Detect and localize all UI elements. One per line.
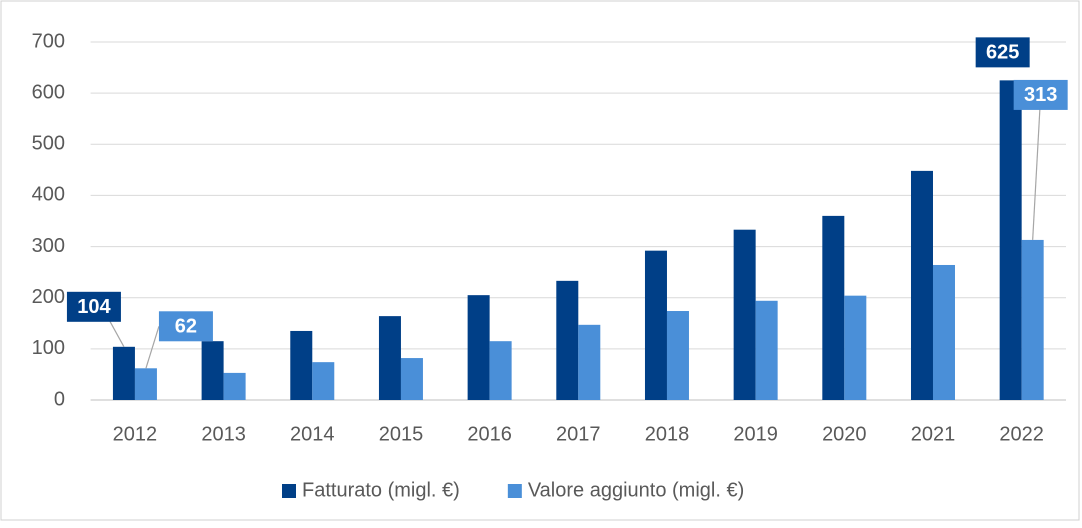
y-tick-label: 700 <box>32 30 65 52</box>
y-tick-label: 400 <box>32 184 65 206</box>
legend-swatch <box>282 484 296 498</box>
bar <box>489 341 512 400</box>
data-label: 625 <box>986 42 1019 64</box>
data-label: 104 <box>77 296 111 318</box>
bar <box>822 215 845 400</box>
data-label-box <box>66 291 121 322</box>
bar <box>290 330 313 400</box>
y-tick-label: 600 <box>32 81 65 103</box>
bar <box>312 362 335 400</box>
legend-swatch <box>507 484 522 498</box>
bar <box>201 341 224 400</box>
data-label-box <box>975 37 1030 68</box>
data-label: 313 <box>1024 84 1057 106</box>
data-label-box <box>1013 79 1068 110</box>
bar <box>223 372 246 400</box>
bar <box>467 295 490 400</box>
data-label-box <box>158 311 213 342</box>
x-tick-label: 2017 <box>556 423 601 445</box>
x-tick-label: 2012 <box>113 423 158 445</box>
bar <box>644 250 667 400</box>
x-tick-label: 2021 <box>911 423 956 445</box>
bar <box>378 316 401 400</box>
bar <box>134 368 157 400</box>
x-tick-label: 2013 <box>201 423 246 445</box>
y-tick-label: 100 <box>32 337 65 359</box>
x-tick-label: 2015 <box>379 423 424 445</box>
bar <box>556 280 579 400</box>
bar <box>578 324 601 400</box>
data-label: 62 <box>175 316 197 338</box>
x-tick-label: 2022 <box>999 423 1044 445</box>
leader-line <box>145 326 160 369</box>
legend-label: Fatturato (migl. €) <box>302 479 460 501</box>
y-tick-label: 300 <box>32 235 65 257</box>
bar <box>932 264 955 400</box>
x-tick-label: 2014 <box>290 423 335 445</box>
leader-line <box>1032 94 1042 240</box>
y-tick-label: 500 <box>32 133 65 155</box>
bar <box>910 170 933 400</box>
x-tick-label: 2020 <box>822 423 867 445</box>
x-tick-label: 2019 <box>733 423 778 445</box>
bar <box>844 295 867 400</box>
bar <box>112 346 135 400</box>
legend-label: Valore aggiunto (migl. €) <box>528 479 744 501</box>
bar <box>999 80 1022 400</box>
x-tick-label: 2016 <box>467 423 512 445</box>
bar <box>733 229 756 400</box>
y-tick-label: 0 <box>54 388 65 410</box>
bar <box>400 358 423 400</box>
bar <box>1021 239 1044 400</box>
bar <box>755 300 778 400</box>
bar <box>666 311 689 400</box>
x-tick-label: 2018 <box>645 423 690 445</box>
y-tick-label: 200 <box>32 286 65 308</box>
